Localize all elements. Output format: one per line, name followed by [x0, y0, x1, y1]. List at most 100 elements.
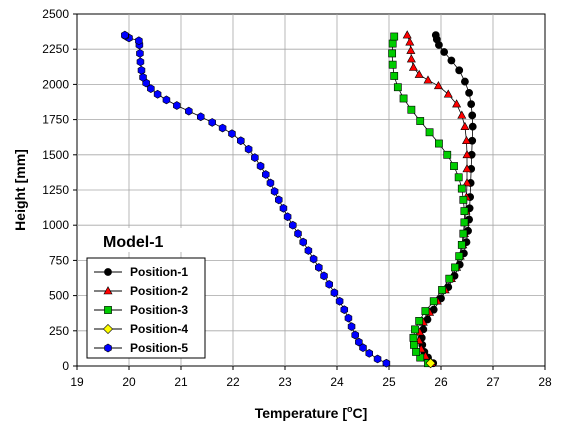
series-3-point [416, 353, 425, 362]
series-4-point [425, 358, 436, 369]
series-5 [121, 30, 391, 368]
series-5-point [330, 288, 339, 298]
series-2-point [402, 30, 412, 39]
x-tick-label: 22 [226, 375, 240, 389]
series-2-point [406, 45, 416, 54]
series-2-point [462, 178, 472, 187]
series-1-point [465, 88, 473, 97]
series-3-point [407, 105, 416, 114]
series-3-point [409, 333, 418, 342]
series-5-point [309, 254, 318, 264]
legend-marker [103, 286, 113, 295]
x-tick-label: 24 [330, 375, 344, 389]
series-5-point [283, 212, 292, 222]
legend-label: Position-4 [130, 322, 188, 336]
series-5-point [335, 296, 344, 306]
y-tick-label: 1250 [42, 183, 69, 197]
series-3-point [457, 241, 466, 249]
series-5-point [228, 129, 236, 139]
series-5-point [208, 118, 216, 127]
legend-marker [104, 268, 112, 276]
series-5-point [266, 178, 275, 188]
y-tick-label: 750 [49, 253, 69, 267]
series-3-point [416, 117, 425, 125]
series-3-point [388, 60, 397, 69]
legend-label: Position-3 [130, 303, 188, 317]
series-2-point [462, 149, 472, 159]
y-tick-label: 1000 [42, 218, 69, 232]
legend-marker [104, 343, 112, 353]
series-3-point [451, 263, 459, 272]
series-1-point [468, 122, 477, 131]
series-layer [121, 30, 477, 369]
y-tick-label: 2250 [42, 42, 69, 56]
series-2-point [423, 75, 433, 84]
series-5-point [135, 36, 143, 46]
series-2-point [460, 121, 470, 130]
y-tick-label: 2000 [42, 77, 69, 91]
series-4 [425, 358, 436, 369]
series-3-point [390, 72, 399, 80]
legend-label: Position-1 [130, 265, 188, 279]
series-5-point [256, 161, 265, 171]
x-tick-label: 26 [434, 375, 448, 389]
x-tick-label: 28 [538, 375, 552, 389]
y-axis-title: Height [mm] [12, 149, 28, 231]
series-3-point [421, 307, 430, 315]
series-3-point [390, 32, 399, 41]
series-3-point [415, 317, 424, 325]
series-5-point [351, 330, 359, 340]
series-5-point [304, 246, 313, 255]
series-2-point [462, 164, 472, 173]
series-5-point [136, 49, 144, 58]
series-3-point [435, 139, 443, 148]
legend-label: Position-2 [130, 284, 188, 298]
y-tick-label: 500 [49, 289, 69, 303]
series-5-point [270, 187, 279, 196]
series-5-point [325, 279, 333, 289]
series-5-point [137, 65, 146, 75]
series-3-point [388, 39, 397, 48]
series-5-point [347, 322, 356, 331]
series-3-point [438, 286, 446, 294]
series-1-point [468, 111, 477, 120]
x-tick-label: 21 [174, 375, 188, 389]
x-tick-label: 19 [70, 375, 84, 389]
x-tick-label: 25 [382, 375, 396, 389]
series-5-point [197, 112, 205, 122]
series-3-point [454, 173, 463, 182]
x-axis-title: Temperature [oC] [255, 404, 368, 421]
series-5-point [218, 123, 227, 133]
series-5-point [289, 220, 297, 230]
series-5-point [237, 136, 245, 146]
series-3-point [443, 150, 452, 159]
series-2-point [443, 89, 453, 98]
series-5-point [340, 305, 349, 315]
series-3-point [410, 340, 418, 349]
series-1-point [440, 48, 449, 56]
legend-label: Position-5 [130, 341, 188, 355]
series-3-point [429, 297, 438, 306]
series-5-point [173, 101, 181, 110]
series-2-point [414, 69, 424, 78]
series-5-point [373, 354, 382, 364]
series-3-point [455, 252, 464, 261]
legend-marker [102, 323, 114, 335]
series-1-point [467, 100, 476, 109]
series-3-point [459, 229, 468, 238]
series-2-point [452, 99, 462, 108]
series-5-point [279, 203, 288, 213]
series-5-point [294, 229, 302, 238]
annotation-background [98, 228, 188, 252]
series-5-point [244, 144, 253, 154]
series-3-point [425, 128, 434, 137]
series-3-point [412, 348, 420, 356]
series-2-point [457, 110, 467, 119]
series-3-point [399, 94, 408, 103]
legend: Position-1 Position-2 Position-3 Position-4… [86, 257, 206, 359]
series-5-point [185, 106, 193, 116]
legend-marker [104, 306, 112, 314]
series-3-point [460, 218, 469, 227]
